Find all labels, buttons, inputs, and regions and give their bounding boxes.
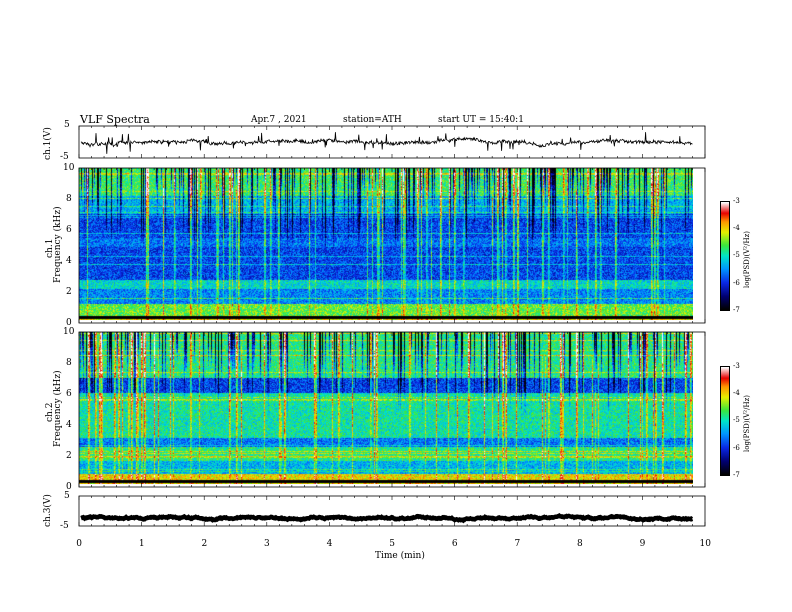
ch1-spectrogram (79, 168, 693, 320)
cb2-tick-m3: -3 (733, 362, 740, 370)
x-tick-3: 3 (264, 539, 270, 549)
station-label: station=ATH (343, 115, 402, 125)
ch3-ytick-top: 5 (64, 491, 70, 501)
x-tick-7: 7 (514, 539, 521, 549)
x-tick-8: 8 (577, 539, 583, 549)
ch2-spec-ytick-10: 10 (63, 327, 75, 337)
ch2-spec-ytick-6: 6 (66, 389, 72, 399)
x-tick-10: 10 (699, 539, 711, 549)
ch1-colorbar (720, 201, 730, 311)
panel-frame-4 (78, 495, 706, 527)
x-tick-5: 5 (389, 539, 395, 549)
ch1-spec-ytick-8: 8 (66, 194, 72, 204)
ch2-spec-ytick-0: 0 (66, 482, 72, 492)
ch1-spec-ytick-6: 6 (66, 225, 72, 235)
ch1-ytick-bottom: -5 (60, 152, 69, 162)
x-tick-0: 0 (76, 539, 82, 549)
ch2-spec-ytick-8: 8 (66, 358, 72, 368)
cb1-tick-m3: -3 (733, 197, 740, 205)
cb1-tick-m4: -4 (733, 224, 740, 232)
x-tick-6: 6 (451, 539, 458, 549)
cb1-tick-m5: -5 (733, 251, 740, 259)
ch1-waveform-trace (80, 132, 693, 154)
chart-title: VLF Spectra (80, 113, 150, 126)
ch2-spec-ytick-4: 4 (66, 420, 72, 430)
x-tick-2: 2 (201, 539, 208, 549)
cb2-tick-m5: -5 (733, 416, 740, 424)
ch2-spec-ytick-2: 2 (66, 451, 72, 461)
cb1-tick-m6: -6 (733, 279, 740, 287)
x-axis-label: Time (min) (375, 551, 425, 561)
ch1-spec-ytick-0: 0 (66, 318, 72, 328)
ch1-spec-ytick-4: 4 (66, 256, 72, 266)
ch3-waveform-trace (80, 513, 694, 524)
x-tick-4: 4 (326, 539, 333, 549)
date-label: Apr.7 , 2021 (251, 115, 307, 125)
start-time-label: start UT = 15:40:1 (438, 115, 524, 125)
x-tick-1: 1 (138, 539, 145, 549)
ch3-ytick-bottom: -5 (60, 521, 69, 531)
ch2-colorbar (720, 366, 730, 476)
cb1-tick-m7: -7 (733, 306, 740, 314)
ch1-spec-ytick-2: 2 (66, 287, 72, 297)
panel-frame-3 (78, 331, 706, 488)
cb2-tick-m7: -7 (733, 471, 740, 479)
cb2-tick-m4: -4 (733, 389, 740, 397)
panel-frame-2 (78, 167, 706, 324)
ch2-spectrogram (79, 332, 693, 484)
ch1-ytick-top: 5 (64, 120, 70, 130)
x-tick-9: 9 (639, 539, 646, 549)
cb2-tick-m6: -6 (733, 444, 740, 452)
ch1-spec-ytick-10: 10 (63, 163, 75, 173)
